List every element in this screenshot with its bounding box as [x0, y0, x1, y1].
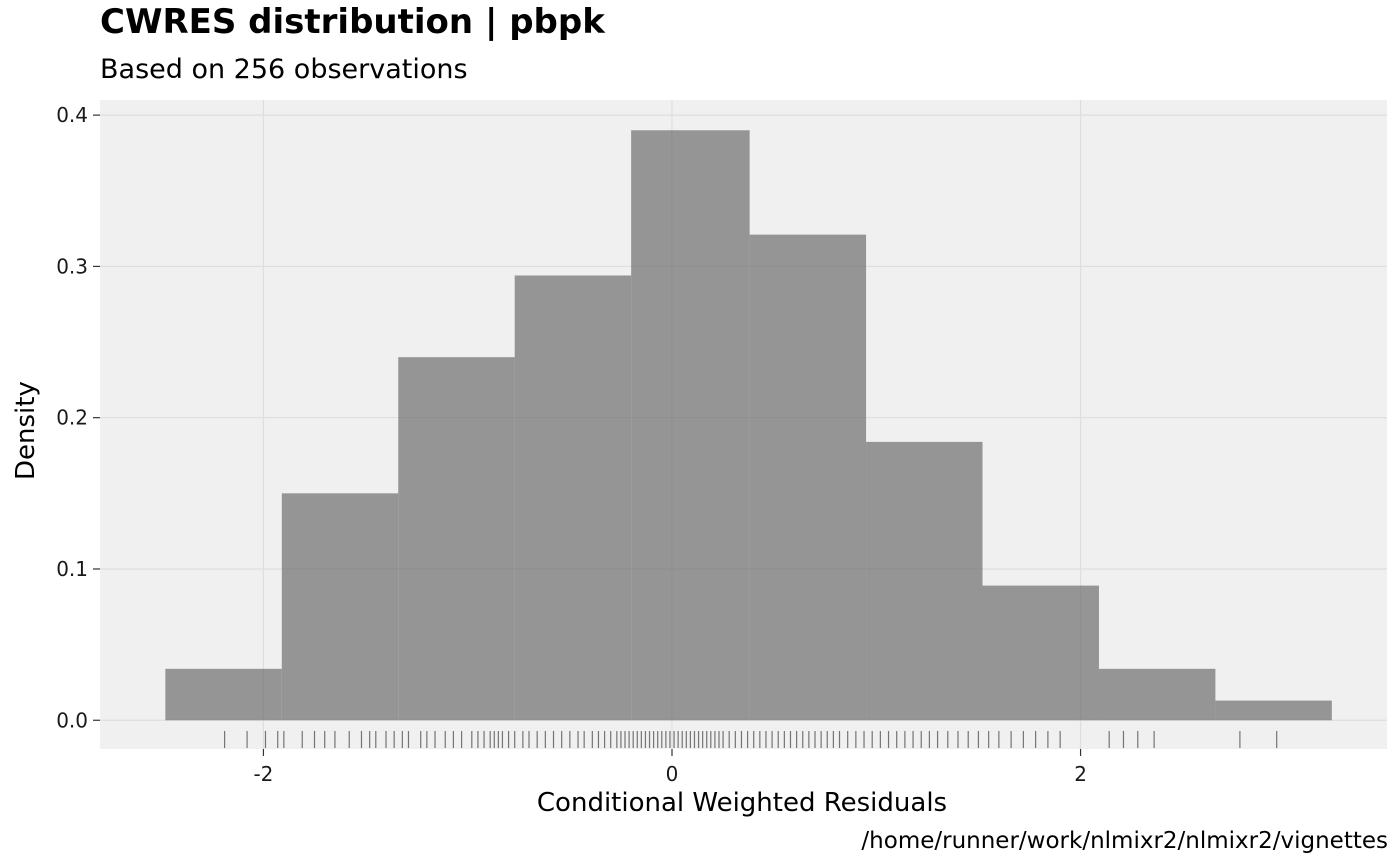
histogram-bar: [631, 130, 750, 721]
y-axis-ticks: 0.0 0.1 0.2 0.3 0.4: [56, 103, 100, 732]
chart-caption: /home/runner/work/nlmixr2/nlmixr2/vignet…: [861, 828, 1388, 854]
histogram-bar: [165, 668, 282, 721]
histogram-bars: [165, 130, 1332, 721]
x-axis-label: Conditional Weighted Residuals: [536, 788, 948, 818]
x-tick-label: -2: [253, 762, 273, 786]
x-tick-label: 2: [1074, 762, 1087, 786]
y-tick-label: 0.1: [56, 557, 88, 581]
rug-marks: [224, 731, 1278, 748]
x-axis-ticks: -2 0 2: [253, 749, 1087, 786]
histogram-bar: [866, 441, 983, 721]
y-tick-label: 0.3: [56, 254, 88, 278]
histogram-bar: [982, 585, 1099, 721]
histogram-bar: [514, 275, 632, 721]
histogram-bar: [281, 493, 399, 721]
histogram-bar: [1098, 668, 1216, 721]
y-tick-label: 0.2: [56, 406, 88, 430]
y-tick-label: 0.0: [56, 708, 88, 732]
x-tick-label: 0: [666, 762, 679, 786]
histogram-bar: [398, 357, 515, 721]
histogram-bar: [1215, 700, 1332, 721]
histogram-bar: [749, 234, 867, 721]
y-tick-label: 0.4: [56, 103, 88, 127]
chart-subtitle: Based on 256 observations: [100, 54, 468, 85]
chart-title: CWRES distribution | pbpk: [100, 2, 605, 42]
